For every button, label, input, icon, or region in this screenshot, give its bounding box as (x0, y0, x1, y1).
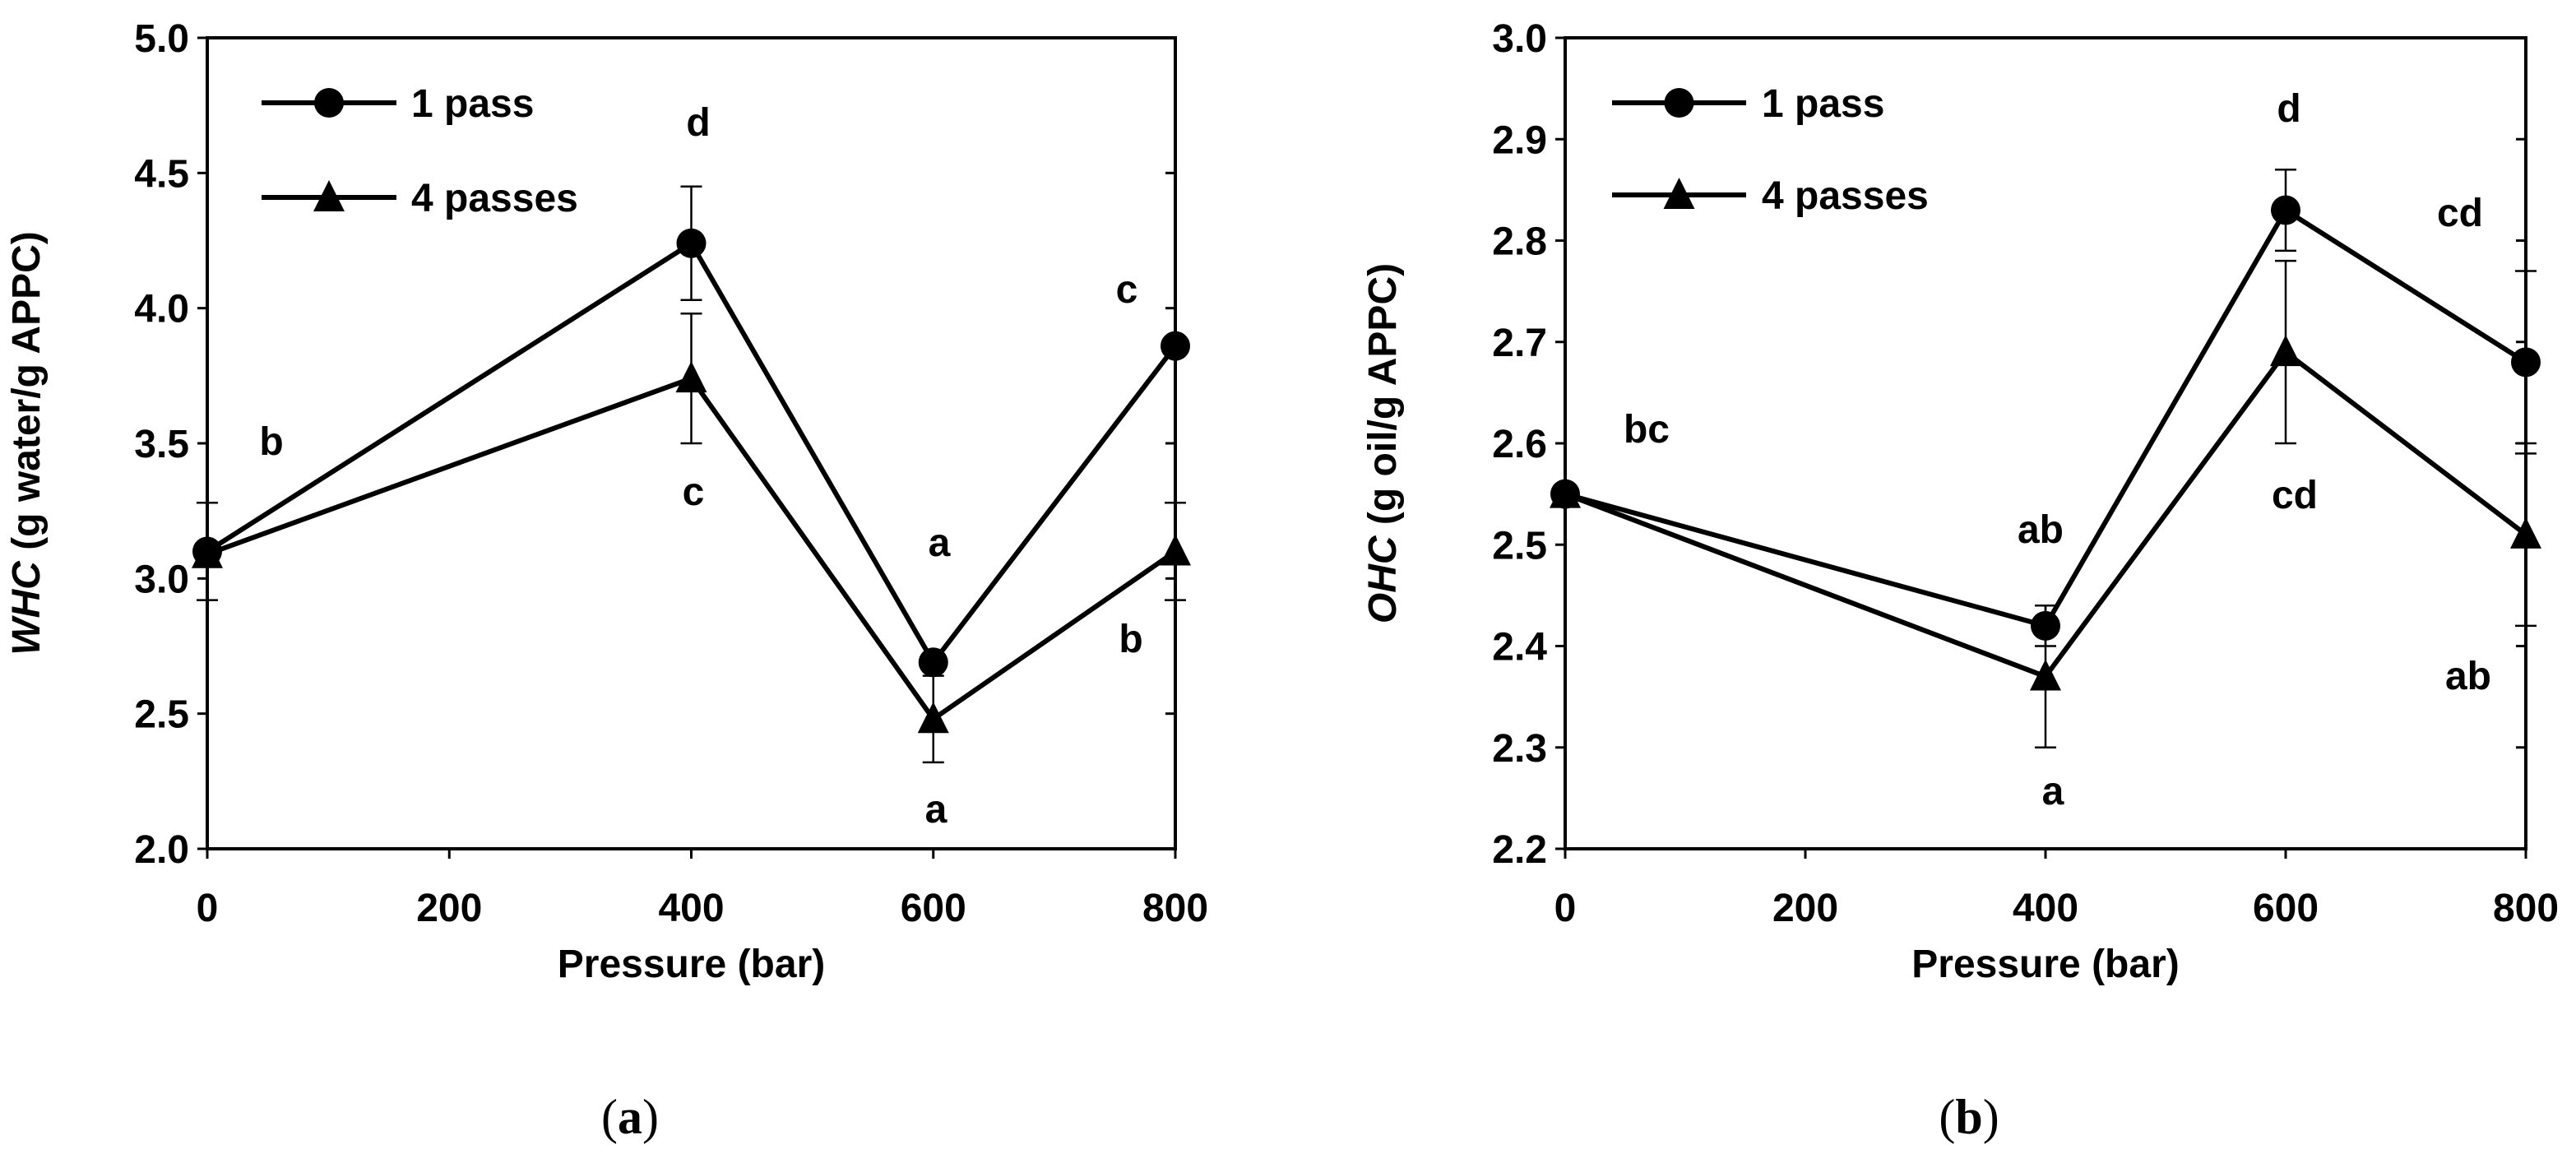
significance-letter: c (1116, 268, 1138, 312)
y-tick-label: 3.0 (134, 558, 189, 601)
series-line (206, 239, 1178, 667)
chart-panel-b: 2.2 2.3 2.4 2.5 2.6 2.7 2.8 2.9 3.0 0 200 400 600 800… (1361, 17, 2559, 1144)
y-axis-title-italic: OHC (1361, 535, 1405, 623)
significance-letter: d (2277, 87, 2300, 131)
y-axis-title: OHC (g oil/g APPC) (1361, 263, 1405, 623)
y-tick-label: 2.4 (1492, 626, 1547, 670)
x-tick-label: 200 (416, 887, 482, 930)
chart-panel-a: 2.0 2.5 3.0 3.5 4.0 4.5 5.0 0 200 400 600 800 Pressu… (5, 17, 1208, 1144)
panel-label-letter: b (1955, 1090, 1982, 1144)
panel-label-open: ( (601, 1090, 618, 1144)
y-axis-title-italic: WHC (5, 560, 49, 656)
legend: 1 pass 4 passes (262, 82, 578, 220)
x-tick-label: 600 (2253, 887, 2319, 930)
legend-label: 1 pass (1762, 82, 1884, 126)
y-tick-label: 2.8 (1492, 220, 1547, 264)
significance-letter: bc (1624, 408, 1670, 452)
significance-letter: b (1119, 618, 1142, 661)
y-tick-label: 2.5 (1492, 524, 1547, 568)
y-tick-label: 3.0 (1492, 17, 1547, 61)
x-tick-label: 800 (1142, 887, 1208, 930)
y-tick-label: 2.0 (134, 828, 189, 872)
data-point-triangle (192, 536, 223, 568)
data-point-circle (1161, 331, 1190, 361)
series-four-passes (192, 312, 1191, 764)
significance-letter: a (2042, 770, 2064, 813)
series-line (1564, 348, 2527, 680)
x-axis-title: Pressure (bar) (1911, 943, 2179, 986)
y-axis-title-units: (g water/g APPC) (5, 231, 49, 561)
significance-letter: cd (2437, 192, 2483, 235)
legend-label: 4 passes (1762, 174, 1929, 218)
legend-marker-circle (314, 88, 344, 118)
significance-letter: c (683, 470, 705, 514)
series-one-pass (1550, 168, 2541, 647)
y-tick-label: 4.5 (134, 152, 189, 196)
series-four-passes (1550, 259, 2541, 748)
y-tick-label: 4.0 (134, 288, 189, 331)
panel-label: (b) (1939, 1090, 1999, 1144)
data-point-triangle (2270, 335, 2301, 367)
series-line (1564, 206, 2527, 629)
y-axis-title: WHC (g water/g APPC) (5, 231, 49, 656)
legend-label: 1 pass (411, 82, 534, 126)
panel-label-letter: a (618, 1090, 642, 1144)
y-tick-label: 3.5 (134, 423, 189, 466)
x-tick-label: 400 (2013, 887, 2078, 930)
x-tick-label: 200 (1772, 887, 1838, 930)
panel-label: (a) (601, 1090, 659, 1144)
y-tick-label: 2.2 (1492, 828, 1547, 872)
data-point-triangle (917, 702, 949, 734)
significance-letter: ab (2445, 655, 2491, 698)
significance-letter: a (925, 788, 947, 832)
legend-marker-circle (1664, 88, 1694, 118)
data-point-triangle (2030, 659, 2061, 691)
legend-marker-triangle (313, 180, 345, 211)
data-point-circle (2271, 195, 2300, 225)
y-tick-label: 2.9 (1492, 118, 1547, 162)
legend-label: 4 passes (411, 177, 578, 220)
significance-letter: d (686, 101, 710, 145)
x-tick-label: 0 (1554, 887, 1577, 930)
legend-marker-triangle (1663, 178, 1695, 209)
data-point-circle (918, 647, 948, 678)
panel-label-close: ) (642, 1090, 659, 1144)
data-point-triangle (675, 361, 707, 393)
significance-letter: b (259, 420, 283, 464)
x-tick-label: 600 (901, 887, 966, 930)
y-tick-label: 2.5 (134, 693, 189, 737)
y-tick-label: 5.0 (134, 17, 189, 61)
y-axis-title-units: (g oil/g APPC) (1361, 263, 1405, 536)
data-point-circle (676, 228, 707, 258)
panel-label-open: ( (1939, 1090, 1955, 1144)
data-point-triangle (1160, 534, 1191, 566)
significance-letter: cd (2272, 474, 2318, 517)
x-tick-label: 400 (658, 887, 724, 930)
data-point-circle (2511, 347, 2541, 378)
significance-letter: a (929, 521, 951, 565)
data-point-triangle (2510, 517, 2541, 549)
significance-letter: ab (2018, 508, 2064, 552)
series-line (206, 375, 1177, 723)
y-tick-label: 2.3 (1492, 727, 1547, 771)
panel-label-close: ) (1983, 1090, 1999, 1144)
x-tick-label: 0 (197, 887, 219, 930)
x-axis-title: Pressure (bar) (558, 943, 825, 986)
x-tick-label: 800 (2493, 887, 2559, 930)
y-tick-label: 2.6 (1492, 423, 1547, 466)
legend: 1 pass 4 passes (1612, 82, 1929, 218)
y-tick-label: 2.7 (1492, 322, 1547, 365)
data-point-triangle (1550, 476, 1581, 508)
